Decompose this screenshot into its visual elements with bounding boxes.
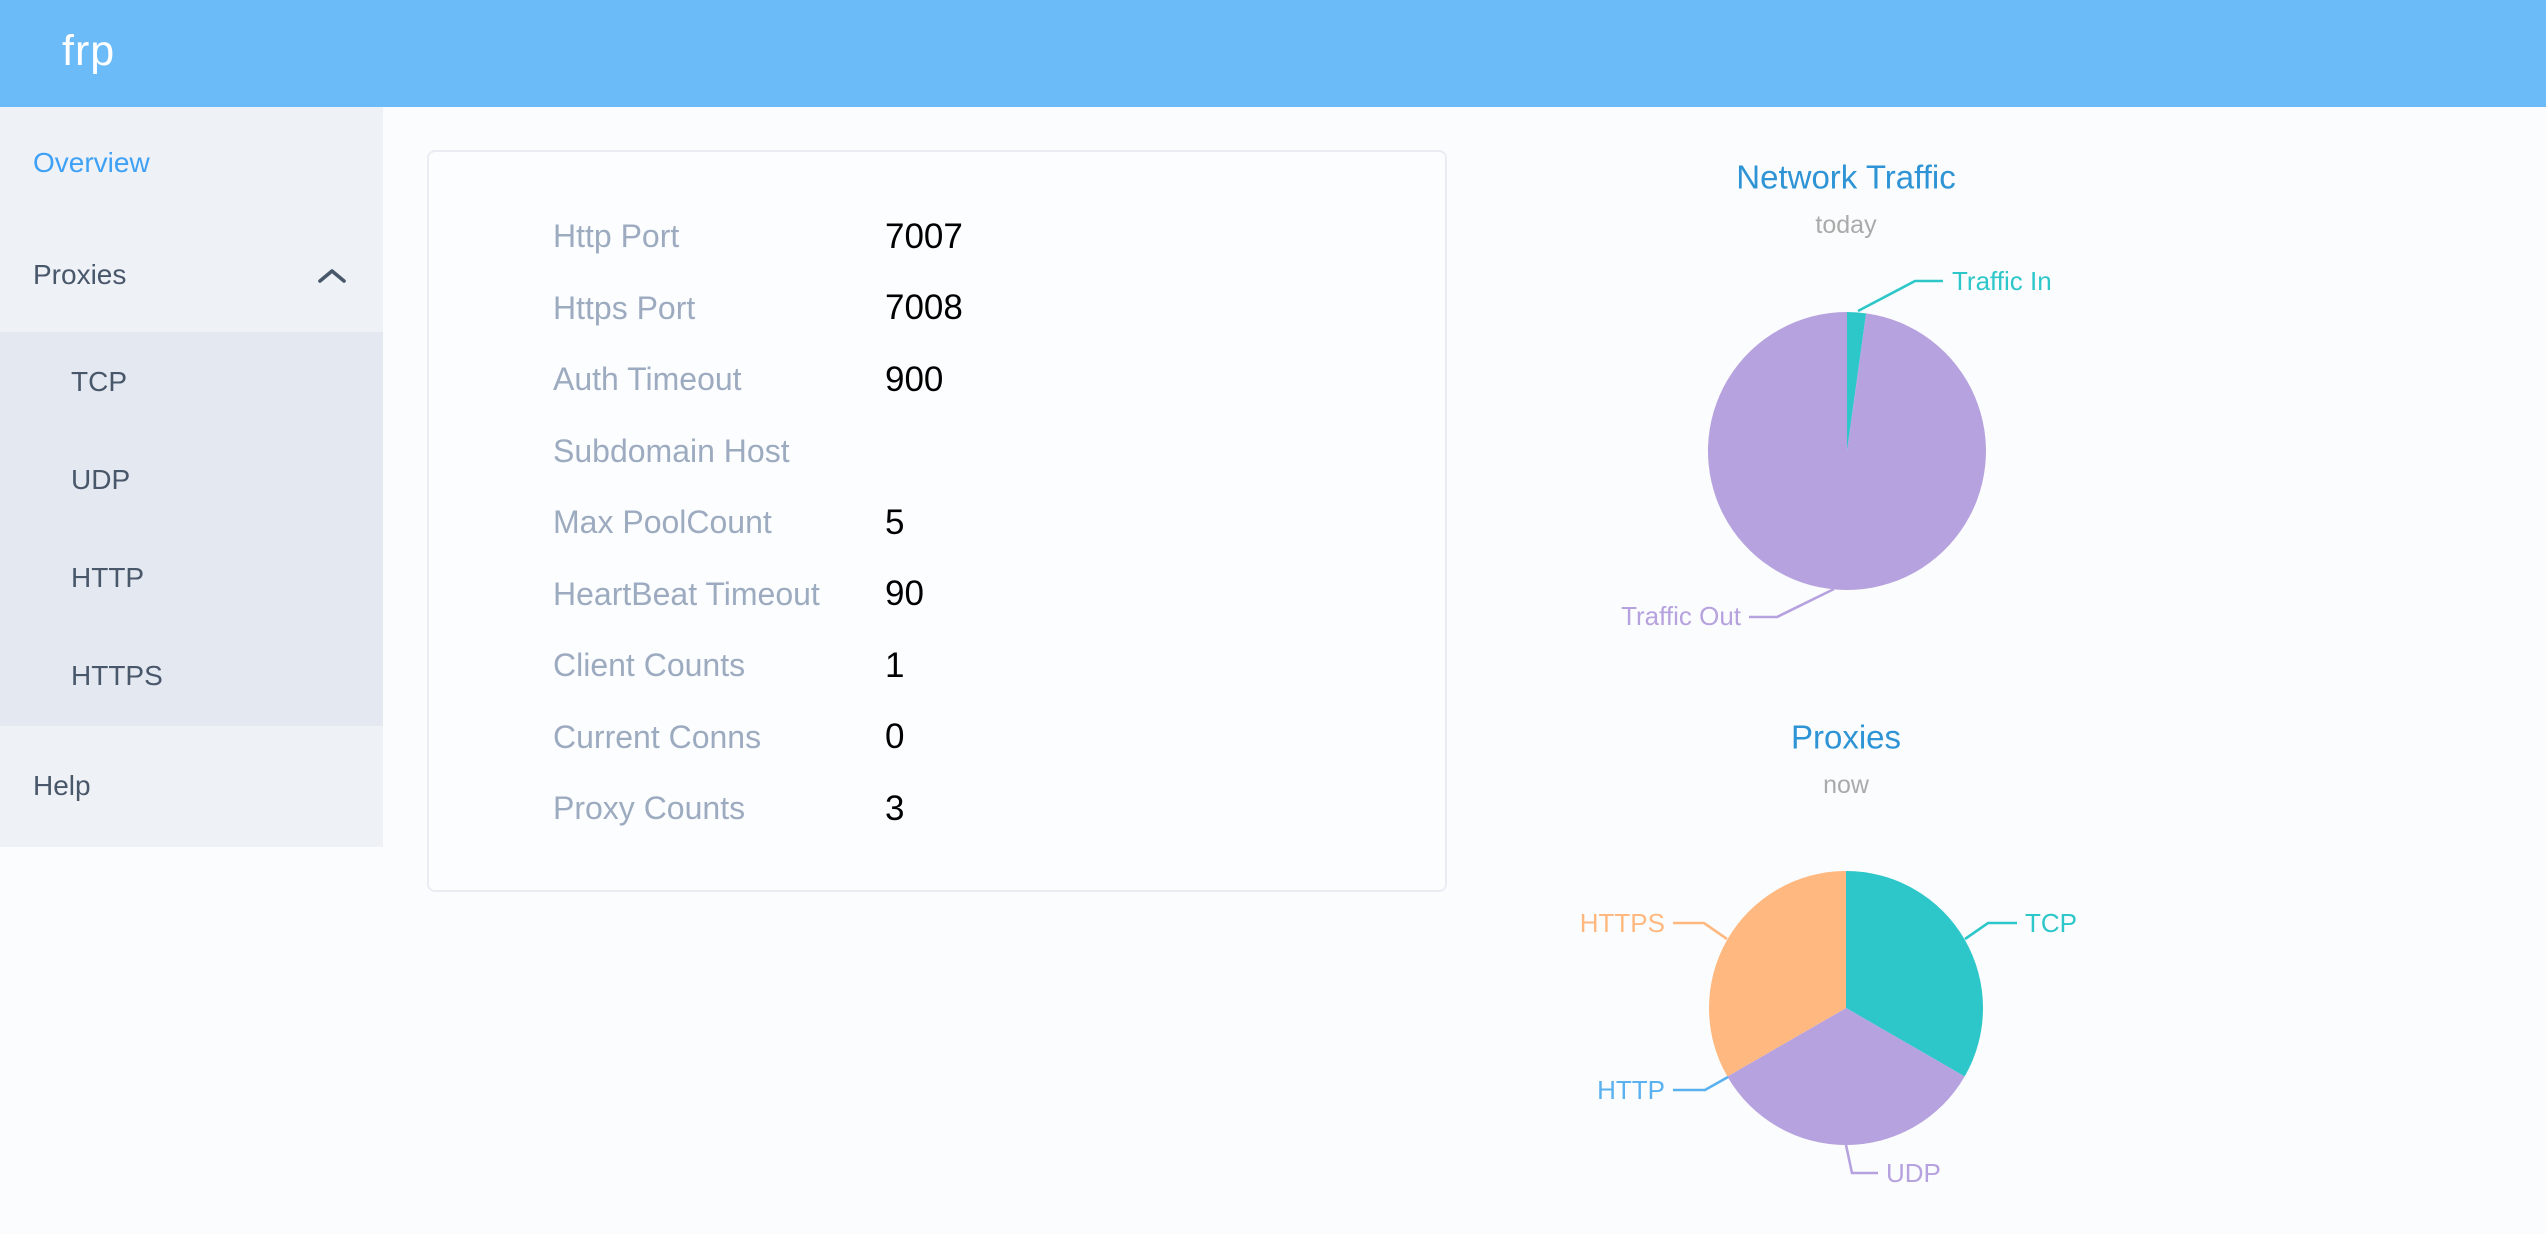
server-info-row: Current Conns 0 xyxy=(429,702,1445,774)
sidebar-item-http-label: HTTP xyxy=(71,562,145,593)
server-info-row: Https Port 7008 xyxy=(429,273,1445,345)
pie-label-traffic-in: Traffic In xyxy=(1952,266,2052,296)
server-info-label: Subdomain Host xyxy=(553,432,790,469)
label-leader-line-http xyxy=(1673,1075,1729,1092)
server-info-row: Client Counts 1 xyxy=(429,630,1445,702)
proxies-pie: TCP UDP HTTP HTTPS xyxy=(1580,871,2077,1188)
pie-slice-traffic-in[interactable] xyxy=(1847,312,1867,451)
pie-label-https: HTTPS xyxy=(1580,908,1665,938)
label-leader-line-traffic-in xyxy=(1857,279,1943,313)
server-info-row: Proxy Counts 3 xyxy=(429,773,1445,845)
sidebar-item-help-label: Help xyxy=(33,769,91,801)
server-info-value: 7007 xyxy=(885,216,963,256)
server-info-value: 0 xyxy=(885,717,905,757)
pie-slice-https[interactable] xyxy=(1708,871,1846,1077)
server-info-label: Auth Timeout xyxy=(553,361,742,398)
server-info-value: 7008 xyxy=(885,288,963,328)
server-info-row: Http Port 7007 xyxy=(429,201,1445,273)
sidebar-item-https-label: HTTPS xyxy=(71,660,163,691)
server-info-label: Client Counts xyxy=(553,647,746,684)
sidebar-item-proxies[interactable]: Proxies xyxy=(0,218,383,332)
sidebar-item-help[interactable]: Help xyxy=(0,726,383,845)
proxies-submenu: TCP UDP HTTP HTTPS xyxy=(0,332,383,726)
server-info-value: 5 xyxy=(885,502,905,542)
network-traffic-chart: Network Traffic today Traffic InTraffic … xyxy=(1621,159,2052,632)
label-leader-line-https xyxy=(1673,921,1728,941)
sidebar-item-udp-label: UDP xyxy=(71,464,131,495)
app-header: frp xyxy=(0,0,2546,107)
pie-label-tcp: TCP xyxy=(2025,908,2077,938)
sidebar-item-tcp[interactable]: TCP xyxy=(0,333,383,431)
server-info-label: Current Conns xyxy=(553,718,762,755)
proxies-chart: Proxies now TCP UDP HTTP HTTPS xyxy=(1580,719,2077,1189)
proxies-title: Proxies xyxy=(1791,719,1901,756)
server-info-label: Https Port xyxy=(553,289,696,326)
server-info-label: Max PoolCount xyxy=(553,504,772,541)
network-traffic-title: Network Traffic xyxy=(1736,159,1955,196)
server-info-row: HeartBeat Timeout 90 xyxy=(429,559,1445,631)
proxies-subtitle: now xyxy=(1823,771,1870,799)
network-traffic-subtitle: today xyxy=(1815,211,1877,239)
sidebar-item-http[interactable]: HTTP xyxy=(0,529,383,627)
pie-slice-traffic-out[interactable] xyxy=(1707,312,1986,590)
server-info-card: Http Port 7007 Https Port 7008 Auth Timeout 9… xyxy=(427,150,1447,892)
sidebar-item-proxies-label: Proxies xyxy=(33,259,127,290)
label-leader-line-tcp xyxy=(1964,921,2017,941)
server-info-value: 1 xyxy=(885,645,905,685)
pie-slice-udp[interactable] xyxy=(1727,1008,1965,1146)
pie-slice-tcp[interactable] xyxy=(1846,871,1984,1077)
sidebar-item-tcp-label: TCP xyxy=(71,366,127,397)
server-info-value: 900 xyxy=(885,359,944,399)
server-info-value: 3 xyxy=(885,788,905,828)
frp-logo: frp xyxy=(62,27,116,75)
server-info-row: Auth Timeout 900 xyxy=(429,344,1445,416)
pie-label-http: HTTP xyxy=(1597,1075,1665,1105)
sidebar-item-overview[interactable]: Overview xyxy=(0,107,383,218)
network-traffic-pie: Traffic In Traffic Out xyxy=(1621,266,2052,631)
sidebar-item-https[interactable]: HTTPS xyxy=(0,627,383,725)
server-info-label: Http Port xyxy=(553,218,680,255)
sidebar-nav: Overview Proxies TCP UDP HTTP HTTPS Help xyxy=(0,107,383,847)
sidebar-item-udp[interactable]: UDP xyxy=(0,431,383,529)
server-info-label: HeartBeat Timeout xyxy=(553,575,820,612)
pie-label-udp: UDP xyxy=(1886,1158,1941,1188)
label-leader-line-udp xyxy=(1844,1144,1878,1175)
pie-label-traffic-out: Traffic Out xyxy=(1621,601,1742,631)
server-info-row: Subdomain Host xyxy=(429,416,1445,488)
server-info-row: Max PoolCount 5 xyxy=(429,487,1445,559)
chevron-up-icon xyxy=(318,259,346,291)
server-info-label: Proxy Counts xyxy=(553,790,746,827)
server-info-value: 90 xyxy=(885,574,924,614)
label-leader-line-traffic-out xyxy=(1749,587,1835,619)
sidebar-item-overview-label: Overview xyxy=(33,146,150,178)
